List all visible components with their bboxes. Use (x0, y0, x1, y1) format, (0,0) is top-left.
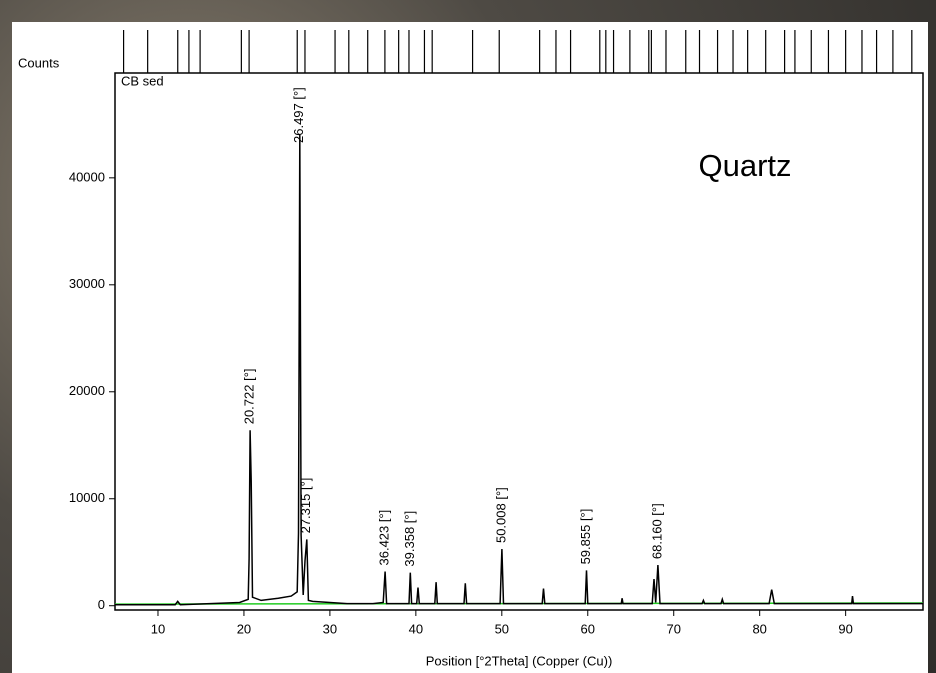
x-tick-label: 30 (323, 621, 337, 636)
plot-frame (114, 72, 924, 611)
y-tick-label: 30000 (69, 276, 105, 291)
x-tick-label: 50 (495, 621, 509, 636)
y-tick-label: 20000 (69, 383, 105, 398)
peak-label: 59.855 [°] (578, 509, 593, 565)
phase-label: Quartz (698, 148, 791, 183)
x-tick-label: 80 (752, 621, 766, 636)
peak-label: 68.160 [°] (649, 503, 664, 559)
y-axis-label: Counts (18, 55, 60, 70)
x-tick-label: 70 (666, 621, 680, 636)
x-tick-label: 60 (581, 621, 595, 636)
peak-label: 36.423 [°] (377, 510, 392, 566)
peak-label: 20.722 [°] (242, 368, 257, 424)
peak-label: 39.358 [°] (402, 511, 417, 567)
diffraction-pattern (115, 134, 923, 606)
x-tick-label: 10 (151, 621, 165, 636)
x-tick-label: 40 (409, 621, 423, 636)
peak-label: 27.315 [°] (298, 478, 313, 534)
x-tick-label: 20 (237, 621, 251, 636)
y-tick-label: 0 (98, 597, 105, 612)
x-axis-label: Position [°2Theta] (Copper (Cu)) (426, 653, 613, 668)
x-tick-label: 90 (838, 621, 852, 636)
peak-label: 26.497 [°] (291, 87, 306, 143)
y-tick-label: 10000 (69, 490, 105, 505)
y-tick-label: 40000 (69, 169, 105, 184)
peak-label: 50.008 [°] (493, 487, 508, 543)
sample-name: CB sed (121, 73, 164, 88)
